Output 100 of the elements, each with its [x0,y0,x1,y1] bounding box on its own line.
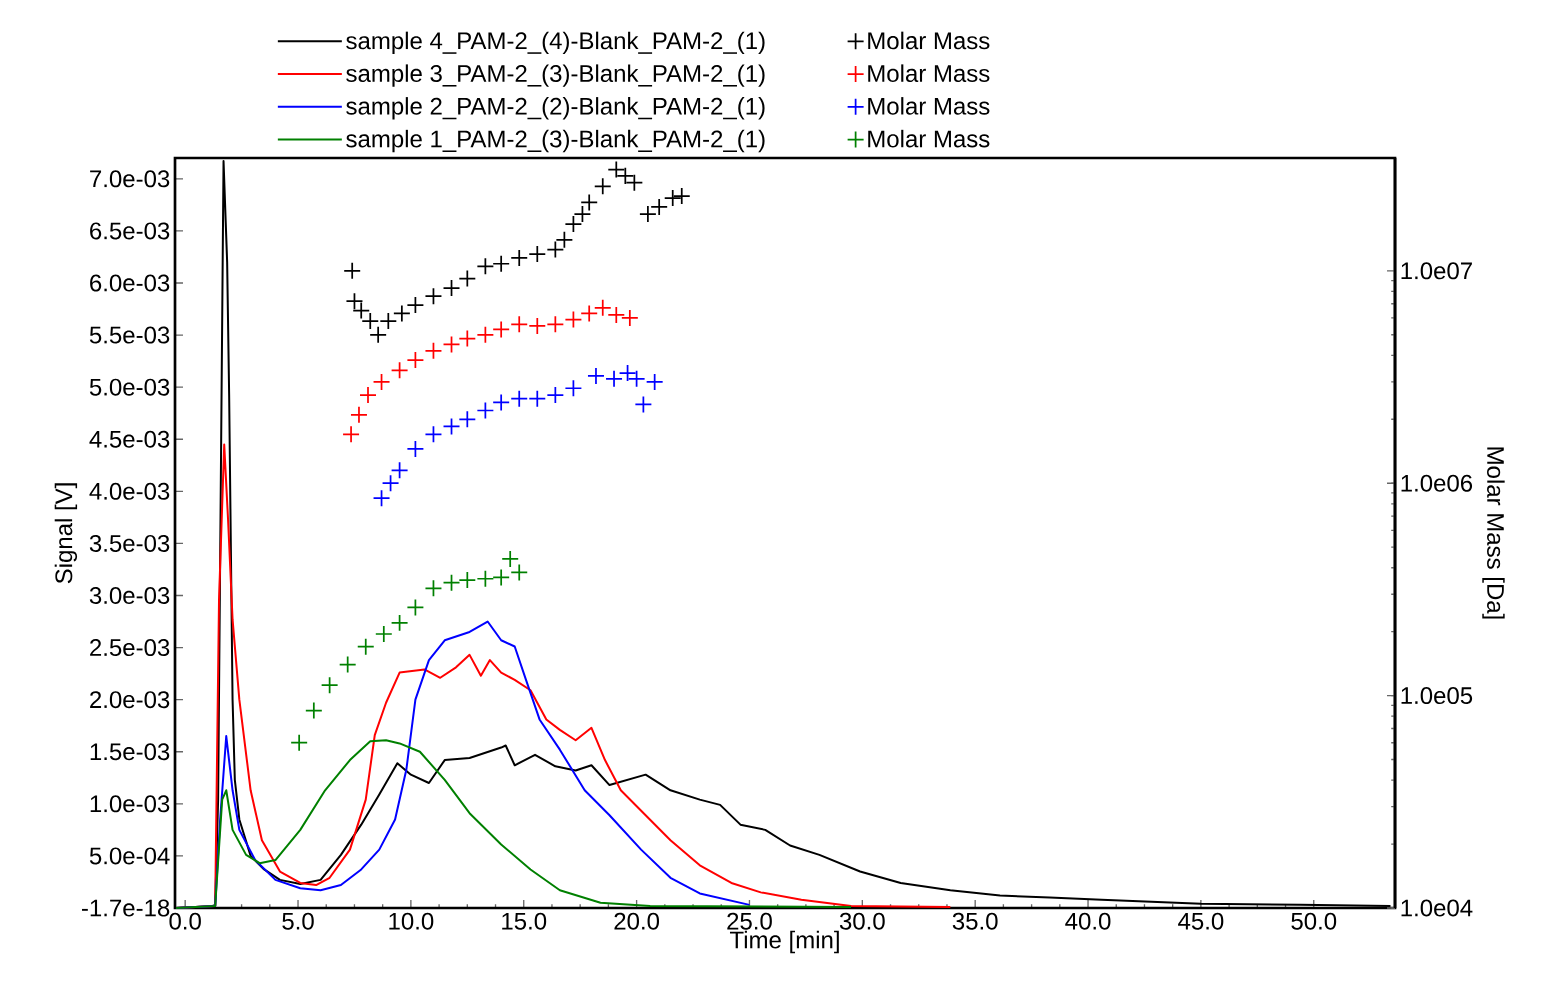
point [338,655,357,674]
point [356,637,375,656]
legend-label: sample 3_PAM-2_(3)-Blank_PAM-2_(1) [346,64,765,87]
point [381,474,400,493]
y-tick-label: 5.0e-04 [89,847,170,865]
legend-label: Molar Mass [868,64,990,82]
point [424,341,443,360]
y-tick-label: 3.5e-03 [89,534,170,552]
y2-tick-label: 1.0e04 [1401,899,1473,917]
point [492,254,511,273]
point [406,351,425,369]
point [442,335,461,354]
point [672,187,691,205]
point [528,245,547,263]
point [510,315,529,334]
point [424,425,443,444]
point [546,315,565,334]
point [442,279,461,297]
point [546,240,565,259]
point [350,405,368,424]
legend-label: sample 1_PAM-2_(3)-Blank_PAM-2_(1) [346,129,765,153]
point [458,571,477,589]
point [580,304,599,323]
y-tick-label: -1.7e-18 [81,899,170,917]
point [492,393,511,412]
y2-tick-label: 1.0e05 [1401,687,1473,705]
point [390,614,409,632]
line-series [175,739,853,909]
point [492,320,511,339]
point [639,205,657,223]
legend-label: sample 2_PAM-2_(2)-Blank_PAM-2_(1) [346,97,765,120]
x-tick-label: 30.0 [839,912,885,930]
point [587,367,605,385]
point [406,440,425,458]
point [476,401,495,420]
point [372,489,391,508]
x-tick-label: 40.0 [1065,912,1111,930]
point [501,550,520,568]
x-tick-label: 25.0 [727,912,772,930]
point [650,198,669,216]
y-tick-label: 4.5e-03 [89,430,170,448]
point [320,676,339,695]
point [555,230,574,249]
legend-label: Molar Mass [868,129,990,148]
point [528,317,547,335]
point [607,306,626,324]
point [290,733,309,752]
point [374,625,393,643]
x-tick-label: 5.0 [282,912,314,930]
point [458,269,477,288]
point [372,373,391,391]
x-tick-label: 45.0 [1178,912,1224,930]
y2-tick-label: 1.0e06 [1401,474,1473,492]
x-tick-label: 10.0 [389,912,434,930]
point [564,379,583,398]
point [342,425,360,444]
point [476,257,495,276]
y-tick-label: 2.5e-03 [90,639,170,657]
point [510,249,529,267]
point [458,329,477,348]
point [573,205,592,223]
point [510,389,529,408]
y-tick-label: 5.0e-03 [89,378,170,396]
point [458,410,477,429]
y-tick-label: 1.5e-03 [90,743,170,761]
legend-label: sample 4_PAM-2_(4)-Blank_PAM-2_(1) [346,31,765,55]
y-tick-label: 4.0e-03 [89,482,170,500]
x-tick-label: 35.0 [952,912,998,930]
point [424,287,443,306]
point [663,189,682,207]
point [580,193,599,212]
point [593,177,612,196]
point [605,370,623,388]
y-tick-label: 7.0e-03 [90,170,170,188]
y2-tick-label: 1.0e07 [1401,262,1472,280]
y-tick-label: 2.0e-03 [90,691,170,709]
point [343,261,362,280]
y-axis-title: Signal [V] [54,483,78,584]
y-tick-label: 1.0e-03 [90,795,170,813]
point [442,417,461,436]
x-axis-title: Time [min] [729,930,839,954]
point [546,386,565,404]
point [528,389,547,408]
y-tick-label: 3.0e-03 [89,586,170,604]
y-tick-label: 5.5e-03 [89,326,170,344]
point [359,386,377,404]
point [476,325,495,344]
point [406,296,425,314]
point [476,569,495,588]
point [620,309,639,327]
point [634,395,653,414]
point [369,325,388,344]
point [304,701,323,720]
point [564,310,583,329]
point [390,461,409,480]
point [564,215,583,233]
point [390,361,409,380]
y-tick-label: 6.0e-03 [90,274,170,292]
x-tick-label: 15.0 [502,912,547,930]
point [392,304,411,323]
